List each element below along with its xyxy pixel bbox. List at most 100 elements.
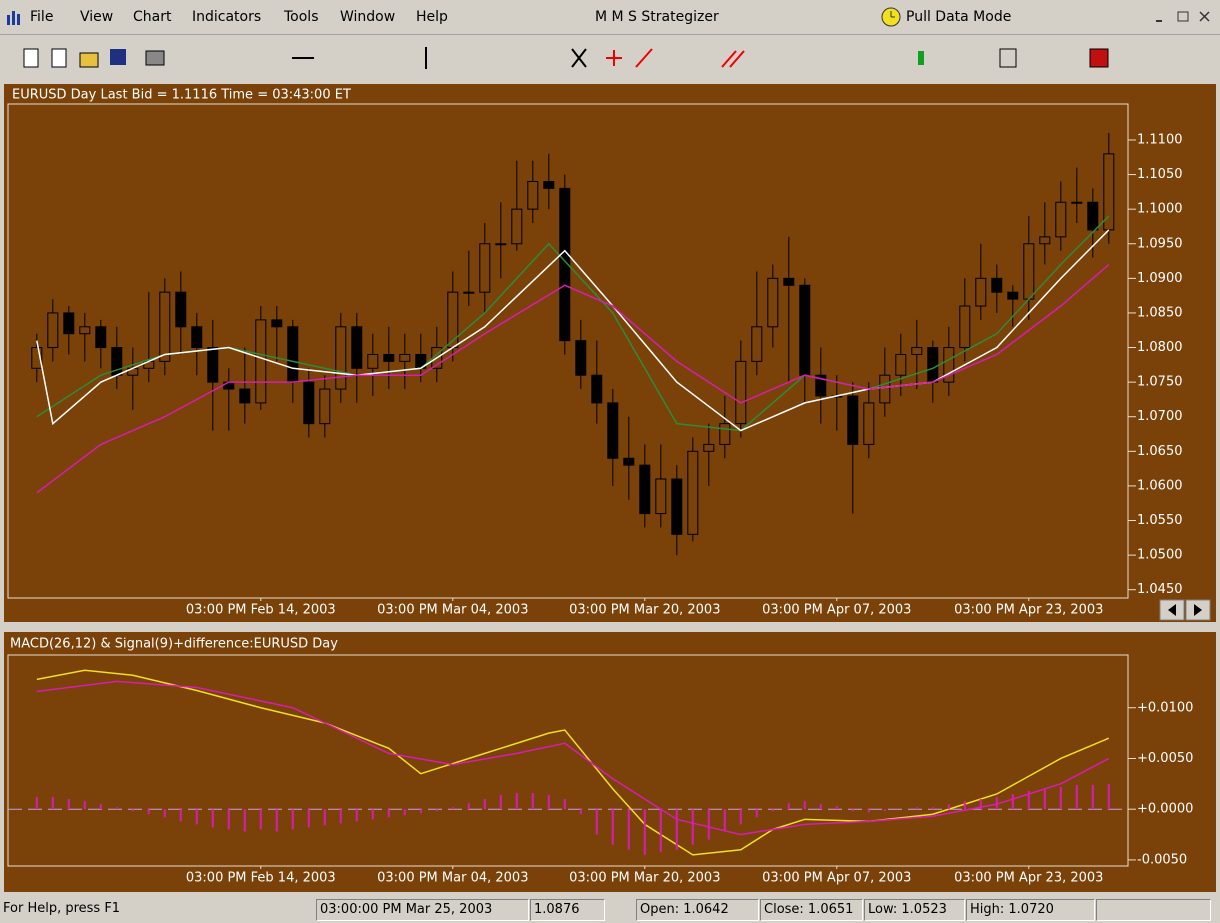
candle-body <box>447 291 459 349</box>
toolbar <box>0 35 1220 83</box>
candle-body <box>687 450 699 535</box>
status-bar: For Help, press F1 03:00:00 PM Mar 25, 2… <box>0 896 1220 923</box>
y-tick-label: +0.0000 <box>1137 802 1193 817</box>
app-icon <box>7 11 20 25</box>
menu-indicators[interactable]: Indicators <box>192 9 262 25</box>
tool-candle[interactable] <box>918 51 924 65</box>
x-tick-label: 03:00 PM Apr 23, 2003 <box>954 871 1103 886</box>
chart-area: EURUSD Day Last Bid = 1.1116 Time = 03:4… <box>0 83 1220 896</box>
status-close: Close: 1.0651 <box>760 899 863 921</box>
candle-body <box>1007 291 1019 300</box>
candle-body <box>1023 243 1035 300</box>
mode-label[interactable]: Pull Data Mode <box>906 9 1012 25</box>
candle-body <box>975 277 987 307</box>
candle-body <box>815 374 827 397</box>
candle-body <box>991 277 1003 293</box>
tool-line[interactable] <box>635 48 653 68</box>
candle-body <box>175 291 187 328</box>
chart-header: EURUSD Day Last Bid = 1.1116 Time = 03:4… <box>12 88 351 103</box>
y-tick-label: -0.0050 <box>1137 852 1187 867</box>
y-tick-label: 1.1000 <box>1137 202 1183 217</box>
candle-body <box>399 353 411 362</box>
mode-icon[interactable] <box>880 6 902 28</box>
candle-body <box>607 402 619 459</box>
candle-body <box>31 347 43 369</box>
tool-print[interactable] <box>145 50 165 66</box>
menu-file[interactable]: File <box>30 9 54 25</box>
y-tick-label: 1.0650 <box>1137 444 1183 459</box>
candle-body <box>79 326 91 335</box>
x-tick-label: 03:00 PM Mar 20, 2003 <box>569 871 720 886</box>
candle-body <box>1103 153 1115 231</box>
y-tick-label: 1.1050 <box>1137 167 1183 182</box>
candle-body <box>351 326 363 369</box>
tool-open[interactable] <box>51 48 67 68</box>
status-open: Open: 1.0642 <box>636 899 759 921</box>
y-tick-label: +0.0100 <box>1137 700 1193 715</box>
candle-body <box>383 353 395 362</box>
tool-folder[interactable] <box>79 52 99 68</box>
tool-parallel[interactable] <box>721 50 737 68</box>
tool-new[interactable] <box>23 48 39 68</box>
candle-body <box>911 347 923 355</box>
status-low: Low: 1.0523 <box>864 899 965 921</box>
y-tick-label: 1.0600 <box>1137 478 1183 493</box>
x-tick-label: 03:00 PM Mar 20, 2003 <box>569 603 720 618</box>
candle-body <box>575 340 587 376</box>
candle-body <box>703 443 715 452</box>
menu-help[interactable]: Help <box>416 9 448 25</box>
candle-body <box>543 180 555 189</box>
candle-body <box>367 353 379 369</box>
status-time: 03:00:00 PM Mar 25, 2003 <box>316 899 529 921</box>
window-buttons[interactable] <box>1150 6 1216 28</box>
menu-chart[interactable]: Chart <box>133 9 172 25</box>
candle-body <box>287 326 299 383</box>
candle-body <box>95 326 107 349</box>
candle-body <box>47 312 59 349</box>
y-tick-label: 1.0500 <box>1137 548 1183 563</box>
candle-body <box>655 478 667 515</box>
candle-body <box>1087 201 1099 231</box>
y-tick-label: 1.0800 <box>1137 340 1183 355</box>
candle-body <box>879 374 891 404</box>
candle-body <box>623 457 635 466</box>
indicator-line <box>36 680 1110 836</box>
candle-body <box>319 388 331 425</box>
y-tick-label: 1.1100 <box>1137 132 1183 147</box>
candle-body <box>671 478 683 535</box>
candle-body <box>591 374 603 404</box>
menu-window[interactable]: Window <box>340 9 396 25</box>
candle-body <box>1071 201 1083 204</box>
x-tick-label: 03:00 PM Mar 04, 2003 <box>377 603 528 618</box>
candle-body <box>943 347 955 383</box>
tool-clock[interactable] <box>1089 48 1109 68</box>
candle-body <box>735 360 747 425</box>
x-tick-label: 03:00 PM Mar 04, 2003 <box>377 871 528 886</box>
x-tick-label: 03:00 PM Apr 07, 2003 <box>762 603 911 618</box>
candle-body <box>1039 236 1051 245</box>
candle-body <box>207 347 219 383</box>
candle-body <box>799 284 811 376</box>
x-tick-label: 03:00 PM Apr 07, 2003 <box>762 871 911 886</box>
x-tick-label: 03:00 PM Feb 14, 2003 <box>186 871 336 886</box>
status-price: 1.0876 <box>530 899 605 921</box>
candle-body <box>527 180 539 210</box>
status-extra <box>1096 899 1211 921</box>
candle-body <box>191 326 203 349</box>
candle-body <box>751 326 763 362</box>
candle-body <box>463 291 475 294</box>
menu-bar: File View Chart Indicators Tools Window … <box>0 0 1220 35</box>
app-title: M M S Strategizer <box>595 9 719 25</box>
menu-view[interactable]: View <box>80 9 114 25</box>
tool-save[interactable] <box>110 49 126 65</box>
macd-title: MACD(26,12) & Signal(9)+difference:EURUS… <box>10 637 338 652</box>
status-high: High: 1.0720 <box>966 899 1095 921</box>
candle-body <box>863 402 875 445</box>
tool-grid[interactable] <box>999 48 1017 68</box>
candle-body <box>1055 201 1067 238</box>
candle-body <box>719 423 731 445</box>
status-help: For Help, press F1 <box>3 901 121 916</box>
indicator-line <box>36 263 1110 494</box>
menu-tools[interactable]: Tools <box>284 9 319 25</box>
